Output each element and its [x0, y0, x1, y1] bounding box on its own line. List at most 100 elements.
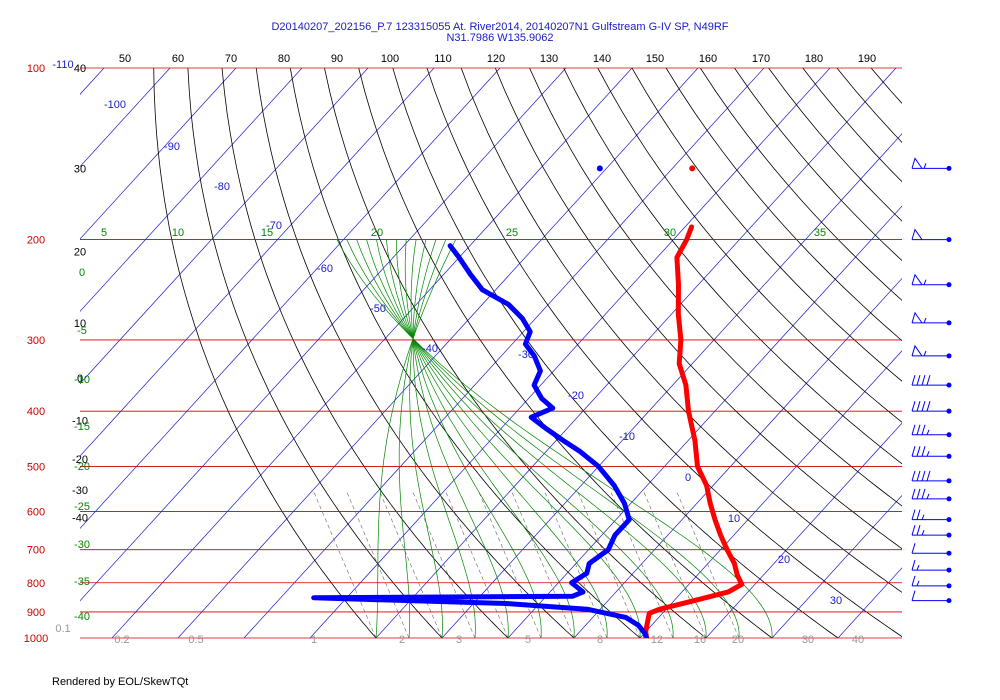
- mixing-ratio-line: [675, 489, 740, 638]
- wind-barb-flag: [911, 559, 916, 571]
- dry-adiabat-tick-label: -40: [422, 343, 438, 355]
- mixing-ratio-tick-label: 1: [311, 634, 317, 646]
- theta-tick-label: 170: [752, 53, 770, 65]
- dry-adiabat-tick-label: -100: [104, 99, 126, 111]
- wind-barb-flag: [921, 401, 926, 412]
- wind-barb-pennant: [911, 311, 923, 324]
- theta-tick-label: 110: [434, 53, 452, 65]
- isotherm: [80, 68, 369, 385]
- isolated-point: [596, 165, 603, 172]
- wind-barb: [911, 590, 952, 604]
- moist-adiabat: [356, 239, 707, 638]
- mixing-ratio-tick-label: 8: [597, 634, 603, 646]
- dewpoint-line: [311, 243, 650, 638]
- dry-adiabat: [563, 68, 902, 465]
- grid-lines: [80, 68, 1000, 638]
- dry-adiabat: [358, 68, 773, 638]
- height-tick-label: -30: [72, 485, 88, 497]
- isotherm: [243, 68, 765, 638]
- wind-barb: [911, 446, 952, 459]
- isotherm: [375, 68, 897, 638]
- dry-adiabat: [494, 68, 902, 550]
- wind-barb-flag: [911, 424, 916, 435]
- wind-barb-flag: [926, 470, 931, 481]
- isotherm: [639, 350, 902, 638]
- wind-barb-half-flag: [916, 564, 920, 571]
- wind-barb-flag: [911, 470, 916, 481]
- mixing-ratio-line: [411, 489, 476, 638]
- title-line-2: N31.7986 W135.9062: [446, 32, 554, 44]
- isotherm: [309, 68, 831, 638]
- dry-adiabat-tick-label: 10: [728, 513, 740, 525]
- wind-barb-half-flag: [921, 514, 925, 520]
- theta-tick-label: 140: [593, 53, 611, 65]
- pressure-tick-label: 500: [27, 461, 45, 473]
- dry-adiabat: [221, 68, 509, 638]
- isotherm: [80, 68, 105, 95]
- height-tick-label: 30: [74, 163, 86, 175]
- isolated-point: [689, 165, 696, 172]
- chart-title: D20140207_202156_P.7 123315055 At. River…: [0, 22, 1000, 44]
- dry-adiabat: [974, 68, 1000, 638]
- mixing-ratio-line: [312, 489, 377, 638]
- wind-barb-flag: [916, 401, 921, 412]
- moist-adiabat-tick-label: 15: [261, 227, 273, 239]
- wind-barb: [911, 524, 952, 538]
- moist-adiabat-side-label: -5: [77, 325, 87, 337]
- dry-adiabat-tick-label: 20: [778, 554, 790, 566]
- wind-barb: [911, 559, 952, 573]
- wind-barb-half-flag: [926, 493, 930, 500]
- isotherm: [970, 68, 1000, 638]
- wind-barb: [911, 543, 952, 556]
- pressure-tick-label: 400: [27, 406, 45, 418]
- isotherm: [80, 68, 237, 240]
- wind-barb-half-flag: [923, 163, 927, 169]
- dry-adiabat-tick-label: -60: [317, 263, 333, 275]
- wind-barb: [911, 344, 952, 359]
- moist-adiabat-side-label: -15: [74, 421, 90, 433]
- temperature-line: [643, 224, 745, 638]
- isotherm: [80, 68, 435, 457]
- moist-adiabat: [375, 239, 457, 638]
- moist-adiabat: [376, 239, 641, 638]
- isotherm: [80, 68, 567, 602]
- moist-adiabat-tick-label: 30: [664, 227, 676, 239]
- wind-barb: [911, 575, 952, 589]
- moist-adiabat: [395, 239, 575, 638]
- isotherm: [705, 422, 902, 638]
- dry-adiabat: [665, 68, 902, 342]
- wind-barb: [911, 470, 952, 484]
- dry-adiabat: [597, 68, 902, 423]
- dry-adiabat-tick-label: 30: [830, 595, 842, 607]
- mixing-ratio-tick-label: 5: [525, 634, 531, 646]
- wind-barb-pennant: [911, 273, 923, 286]
- mixing-ratio-tick-label: 30: [802, 634, 814, 646]
- height-tick-label: 20: [74, 247, 86, 259]
- wind-barb-half-flag: [923, 317, 927, 324]
- mixing-ratio-tick-label: 0.5: [188, 634, 203, 646]
- mixing-ratio-line: [510, 489, 575, 638]
- dry-adiabat: [631, 68, 902, 382]
- wind-barb-flag: [921, 424, 926, 435]
- dry-adiabat: [870, 68, 902, 104]
- theta-tick-label: 160: [699, 53, 717, 65]
- wind-barb-half-flag: [916, 580, 920, 587]
- moist-adiabat-side-label: -20: [74, 461, 90, 473]
- wind-barb-flag: [911, 401, 916, 412]
- height-tick-label: -40: [72, 513, 88, 525]
- wind-barb: [911, 509, 952, 523]
- theta-tick-label: 100: [381, 53, 399, 65]
- wind-barb-flag: [921, 446, 926, 457]
- moist-adiabat-side-label: 0: [79, 267, 85, 279]
- mixing-ratio-line: [609, 489, 674, 638]
- isotherm: [507, 205, 902, 638]
- mixing-ratio-corner-label: 0.1: [55, 623, 70, 635]
- theta-tick-label: 80: [278, 53, 290, 65]
- wind-barb-flag: [911, 590, 916, 601]
- dry-adiabat: [426, 68, 902, 638]
- isobars: [80, 67, 902, 639]
- wind-barb-half-flag: [923, 279, 927, 285]
- dry-adiabat: [460, 68, 902, 593]
- theta-tick-label: 190: [858, 53, 876, 65]
- moist-adiabat: [398, 239, 447, 638]
